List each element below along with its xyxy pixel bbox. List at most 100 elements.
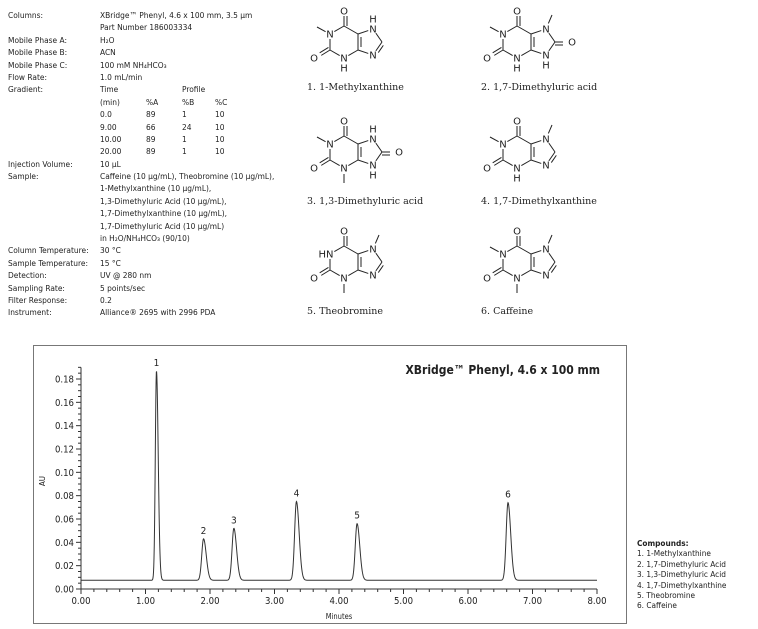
atom-label: N bbox=[369, 51, 376, 62]
condition-label: Sample: bbox=[8, 171, 39, 182]
atom-label: O bbox=[513, 7, 521, 18]
gradient-cell: 24 bbox=[182, 121, 192, 132]
peak-label: 6 bbox=[505, 490, 511, 501]
legend-item: 5. Theobromine bbox=[637, 590, 696, 601]
condition-value: 1-Methylxanthine (10 µg/mL), bbox=[100, 183, 212, 194]
atom-label: O bbox=[483, 54, 491, 65]
x-tick-label: 1.00 bbox=[136, 596, 155, 607]
condition-label: Instrument: bbox=[8, 307, 52, 318]
x-tick-label: 4.00 bbox=[329, 596, 348, 607]
gradient-cell: 89 bbox=[146, 146, 156, 157]
condition-value: in H₂O/NH₄HCO₃ (90/10) bbox=[100, 233, 190, 244]
condition-label: Columns: bbox=[8, 10, 43, 20]
gradient-cell: 10 bbox=[215, 146, 225, 157]
gradient-cell: %C bbox=[215, 96, 228, 107]
condition-value: 5 points/sec bbox=[100, 282, 146, 293]
atom-label: N bbox=[513, 164, 520, 175]
y-tick-label: 0.14 bbox=[55, 421, 74, 432]
atom-label: H bbox=[369, 125, 377, 136]
gradient-cell: 9.00 bbox=[100, 121, 117, 132]
atom-label: O bbox=[483, 274, 491, 285]
atom-label: N bbox=[369, 25, 376, 36]
condition-label: Flow Rate: bbox=[8, 71, 48, 82]
x-tick-label: 8.00 bbox=[587, 596, 606, 607]
atom-label: N bbox=[542, 25, 549, 36]
peak-label: 4 bbox=[294, 489, 300, 500]
condition-value: Caffeine (10 µg/mL), Theobromine (10 µg/… bbox=[100, 171, 275, 182]
x-tick-label: 2.00 bbox=[200, 596, 219, 607]
compounds-legend: Compounds: 1. 1-Methylxanthine 2. 1,7-Dim… bbox=[637, 538, 726, 611]
atom-label: H bbox=[513, 64, 521, 75]
condition-value: Part Number 186003334 bbox=[100, 22, 193, 33]
gradient-cell: 10 bbox=[215, 121, 225, 132]
atom-label: N bbox=[369, 161, 376, 172]
atom-label: N bbox=[542, 271, 549, 282]
peak-label: 1 bbox=[154, 358, 160, 369]
y-axis-label: AU bbox=[38, 476, 47, 486]
condition-label: Detection: bbox=[8, 270, 47, 281]
atom-label: N bbox=[542, 135, 549, 146]
condition-label: Column Temperature: bbox=[8, 245, 89, 256]
y-tick-label: 0.10 bbox=[55, 468, 74, 479]
axes bbox=[76, 366, 598, 594]
gradient-cell: 20.00 bbox=[100, 146, 122, 157]
y-tick-label: 0.12 bbox=[55, 445, 74, 456]
condition-label: Mobile Phase C: bbox=[8, 59, 68, 70]
x-tick-label: 5.00 bbox=[394, 596, 413, 607]
atom-label: O bbox=[310, 164, 318, 175]
atom-label: N bbox=[369, 245, 376, 256]
atom-label: O bbox=[310, 274, 318, 285]
condition-value: 30 °C bbox=[100, 245, 121, 256]
gradient-cell: Time bbox=[100, 84, 119, 95]
x-axis-label: Minutes bbox=[326, 612, 353, 621]
atom-label: N bbox=[340, 54, 347, 65]
structure-name: 6. Caffeine bbox=[481, 306, 534, 317]
atom-label: N bbox=[369, 271, 376, 282]
gradient-cell: 89 bbox=[146, 133, 156, 144]
atom-label: N bbox=[542, 51, 549, 62]
peak-label: 3 bbox=[231, 515, 237, 526]
y-tick-label: 0.16 bbox=[55, 398, 74, 409]
chromatogram-trace bbox=[81, 371, 597, 581]
gradient-cell: 89 bbox=[146, 109, 156, 120]
atom-label: O bbox=[340, 7, 348, 18]
legend-item: 6. Caffeine bbox=[637, 600, 677, 611]
x-tick-label: 6.00 bbox=[458, 596, 477, 607]
peak-label: 5 bbox=[354, 511, 360, 522]
chromatogram-chart: 0.00 1.00 2.00 3.00 4.00 5.00 6.00 7.00 8.00 0.00… bbox=[38, 358, 607, 621]
condition-value: Alliance® 2695 with 2996 PDA bbox=[100, 307, 216, 318]
condition-value: 1,7-Dimethyluric Acid (10 µg/mL) bbox=[100, 220, 225, 231]
atom-label: N bbox=[340, 164, 347, 175]
gradient-cell: Profile bbox=[182, 84, 206, 95]
gradient-cell: 66 bbox=[146, 121, 156, 132]
gradient-label: Gradient: bbox=[8, 84, 44, 95]
structure-5: O O N N N HN bbox=[310, 227, 384, 293]
atom-label: N bbox=[369, 135, 376, 146]
atom-label: O bbox=[310, 54, 318, 65]
y-tick-label: 0.06 bbox=[55, 515, 74, 526]
gradient-cell: 1 bbox=[182, 146, 187, 157]
atom-label: N bbox=[513, 54, 520, 65]
structure-name: 2. 1,7-Dimethyluric acid bbox=[481, 82, 598, 93]
atom-label: N bbox=[326, 30, 333, 41]
condition-value: 1,7-Dimethylxanthine (10 µg/mL), bbox=[100, 208, 228, 219]
y-tick-label: 0.08 bbox=[55, 491, 74, 502]
y-tick-label: 0.02 bbox=[55, 561, 74, 572]
gradient-cell: (min) bbox=[100, 96, 120, 107]
condition-label: Mobile Phase B: bbox=[8, 47, 68, 58]
structure-6: O O N N N N bbox=[483, 227, 557, 293]
condition-value: 0.2 bbox=[100, 294, 112, 305]
atom-label: N bbox=[542, 245, 549, 256]
condition-label: Sample Temperature: bbox=[8, 257, 89, 268]
condition-label: Filter Response: bbox=[8, 294, 68, 305]
atom-label: O bbox=[340, 117, 348, 128]
gradient-cell: 10 bbox=[215, 109, 225, 120]
atom-label: O bbox=[483, 164, 491, 175]
y-tick-label: 0.04 bbox=[55, 538, 74, 549]
gradient-cell: 10.00 bbox=[100, 133, 122, 144]
